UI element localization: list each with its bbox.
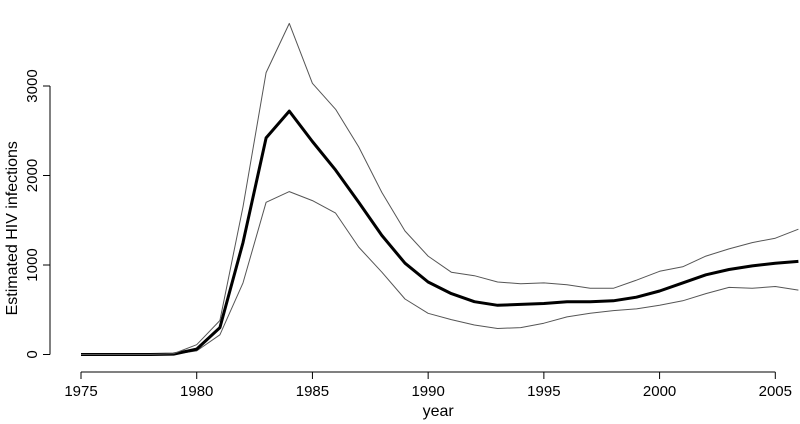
series-line-estimate bbox=[81, 109, 799, 356]
y-tick-label: 2000 bbox=[24, 159, 41, 192]
axes: 1975 1980 1985 1990 1995 2000 2005 0 1000 2000 30… bbox=[24, 69, 792, 400]
x-tick-label: 2000 bbox=[643, 383, 676, 400]
x-tick-label: 2005 bbox=[759, 383, 792, 400]
y-axis: 0 1000 2000 3000 bbox=[24, 69, 51, 359]
series-line-lower bbox=[81, 191, 799, 355]
x-axis-title: year bbox=[423, 403, 455, 420]
x-axis: 1975 1980 1985 1990 1995 2000 2005 bbox=[64, 371, 792, 400]
y-tick-label: 0 bbox=[24, 350, 41, 358]
y-axis-title: Estimated HIV infections bbox=[4, 141, 21, 315]
series-line-upper bbox=[81, 22, 799, 355]
x-tick-label: 1990 bbox=[411, 383, 444, 400]
x-tick-label: 1980 bbox=[180, 383, 213, 400]
series-lines bbox=[81, 22, 799, 356]
x-tick-label: 1995 bbox=[527, 383, 560, 400]
x-tick-label: 1975 bbox=[64, 383, 97, 400]
x-tick-label: 1985 bbox=[296, 383, 329, 400]
y-tick-label: 1000 bbox=[24, 248, 41, 281]
y-tick-label: 3000 bbox=[24, 69, 41, 102]
